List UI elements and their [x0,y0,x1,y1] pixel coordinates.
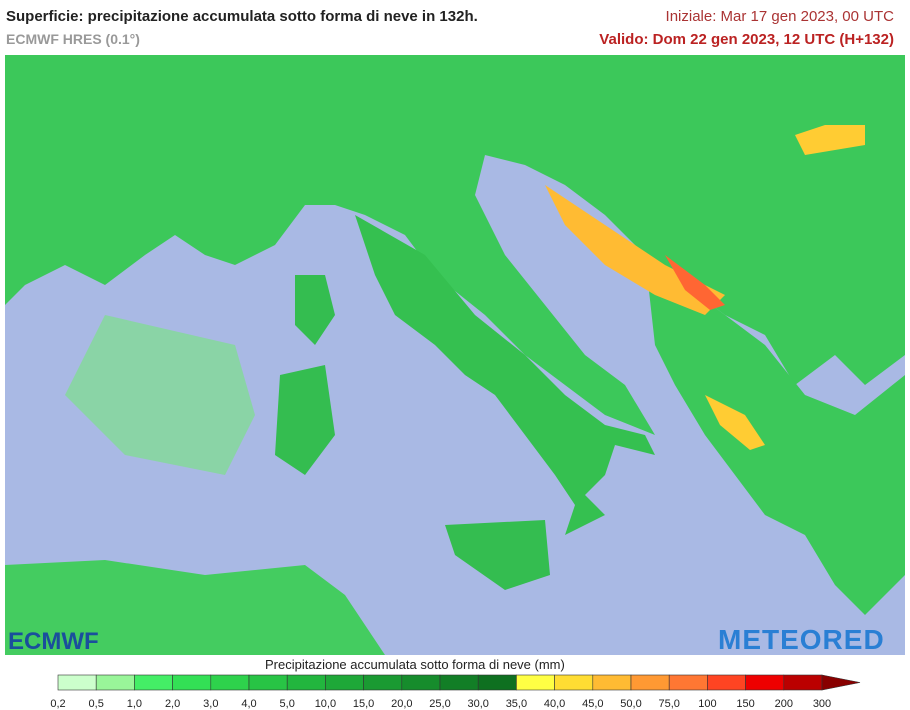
legend-swatch [363,674,403,691]
snow-sea [65,315,255,475]
legend-swatch [95,674,135,691]
legend-label: 4,0 [241,698,256,710]
legend: 0,2 0,5 1,0 2,0 3,0 4,0 5,0 10,0 15,0 20,0 25,0 30,… [50,674,861,710]
legend-swatch [210,674,250,691]
legend-label: 50,0 [620,698,641,710]
legend-swatch [477,674,517,691]
land-north [5,55,905,435]
legend-swatch [172,674,212,691]
subtitle: ECMWF HRES (0.1°) [6,31,140,47]
map [5,55,905,655]
land-balkans [645,255,905,615]
legend-label: 75,0 [658,698,679,710]
legend-label: 1,0 [127,698,142,710]
logo-meteored: METEORED [718,624,885,655]
legend-swatch [248,674,288,691]
title: Superficie: precipitazione accumulata so… [6,8,478,25]
snow-peak [665,255,725,310]
legend-swatch [134,674,173,691]
legend-swatch [783,674,823,691]
legend-label: 25,0 [429,698,450,710]
legend-swatch [439,674,479,691]
legend-label: 20,0 [391,698,412,710]
legend-label: 200 [775,698,793,710]
legend-title: Precipitazione accumulata sotto forma di… [265,657,565,672]
legend-arrow [821,674,861,691]
legend-label: 0,5 [89,698,104,710]
legend-label: 150 [736,698,754,710]
legend-swatch [554,674,594,691]
legend-label: 100 [698,698,716,710]
legend-swatch [668,674,708,691]
snow-high [705,395,765,450]
legend-swatch [286,674,326,691]
legend-label: 15,0 [353,698,374,710]
legend-label: 3,0 [203,698,218,710]
legend-swatch [57,674,97,691]
legend-label: 30,0 [467,698,488,710]
land-italy [355,215,655,535]
legend-swatch [630,674,670,691]
legend-label: 5,0 [280,698,295,710]
legend-label: 45,0 [582,698,603,710]
snow-high [545,185,725,315]
legend-label: 2,0 [165,698,180,710]
logo-ecmwf: ECMWF [8,628,99,655]
legend-label: 40,0 [544,698,565,710]
init-time: Iniziale: Mar 17 gen 2023, 00 UTC [665,8,894,25]
legend-label: 35,0 [506,698,527,710]
legend-label: 0,2 [50,698,65,710]
legend-swatch [401,674,441,691]
land-africa [5,560,385,655]
valid-time: Valido: Dom 22 gen 2023, 12 UTC (H+132) [599,31,894,48]
legend-swatch [592,674,632,691]
legend-swatch [325,674,364,691]
snow-high [795,125,865,155]
legend-swatch [516,674,555,691]
legend-label: 10,0 [315,698,336,710]
legend-swatch [707,674,746,691]
islands [275,275,550,590]
legend-swatch [745,674,785,691]
legend-label: 300 [813,698,831,710]
